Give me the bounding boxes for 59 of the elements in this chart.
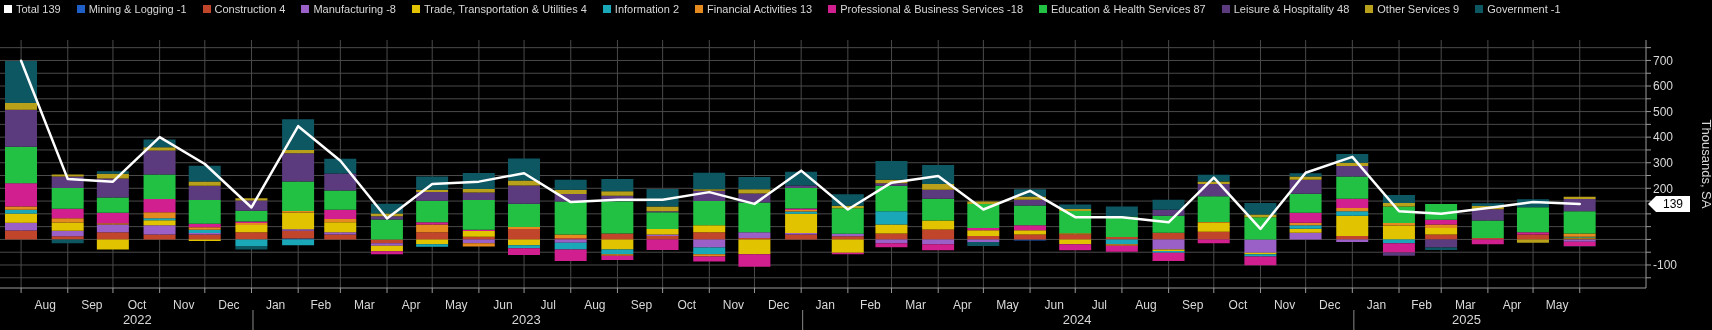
legend-label: Mining & Logging -1 — [88, 2, 187, 16]
x-tick-label: Oct — [677, 297, 697, 312]
y-axis-title: Thousands, SA — [1699, 119, 1712, 209]
x-tick-label: May — [996, 297, 1019, 312]
x-tick-label: Jul — [1091, 297, 1108, 312]
legend-label: Leisure & Hospitality 48 — [1233, 2, 1350, 16]
x-tick-label: Oct — [127, 297, 148, 312]
y-tick-label: 700 — [1653, 53, 1674, 68]
legend-label: Other Services 9 — [1377, 2, 1460, 16]
legend-label: Professional & Business Services -18 — [840, 2, 1024, 16]
legend-label: Construction 4 — [214, 2, 286, 16]
x-tick-label: Mar — [1454, 297, 1476, 312]
x-tick-label: Apr — [401, 297, 421, 312]
y-tick-label: 200 — [1653, 181, 1674, 196]
x-tick-label: Dec — [767, 297, 790, 312]
y-tick-label: 400 — [1653, 130, 1674, 145]
legend-label: Government -1 — [1487, 2, 1561, 16]
x-tick-label: Apr — [1502, 297, 1522, 312]
y-tick-label: 500 — [1653, 104, 1674, 119]
x-tick-label: Aug — [1135, 297, 1157, 312]
legend-label: Information 2 — [614, 2, 680, 16]
x-tick-label: Nov — [1273, 297, 1296, 312]
text: 2024 — [1062, 312, 1092, 327]
x-tick-label: May — [1545, 297, 1569, 312]
x-tick-label: Nov — [722, 297, 745, 312]
text: 139 — [1662, 196, 1684, 211]
x-tick-label: Feb — [1411, 297, 1433, 312]
x-tick-label: Dec — [218, 297, 240, 312]
legend-label: Trade, Transportation & Utilities 4 — [423, 2, 587, 16]
x-tick-label: Jan — [1366, 297, 1387, 312]
x-tick-label: Jul — [540, 297, 556, 312]
x-tick-label: Nov — [173, 297, 195, 312]
text: 2025 — [1452, 312, 1481, 327]
x-tick-label: Jan — [265, 297, 286, 312]
y-tick-label: -100 — [1653, 258, 1678, 273]
x-tick-label: Aug — [584, 297, 606, 312]
y-tick-label: 300 — [1653, 155, 1674, 170]
legend-label: Financial Activities 13 — [707, 2, 813, 16]
x-tick-label: Mar — [905, 297, 926, 312]
x-tick-label: Jan — [815, 297, 835, 312]
text: 2022 — [122, 312, 152, 327]
x-tick-label: Sep — [630, 297, 653, 312]
text: 2023 — [511, 312, 541, 327]
legend-label: Manufacturing -8 — [313, 2, 396, 16]
x-tick-label: Oct — [1228, 297, 1248, 312]
x-tick-label: Aug — [34, 297, 56, 312]
x-tick-label: Jun — [493, 297, 513, 312]
x-tick-label: Mar — [354, 297, 375, 312]
x-tick-label: Sep — [1182, 297, 1204, 312]
legend-label: Total 139 — [16, 2, 61, 16]
x-tick-label: Feb — [860, 297, 882, 312]
x-tick-label: Sep — [81, 297, 103, 312]
x-tick-label: May — [444, 297, 468, 312]
x-tick-label: Dec — [1319, 297, 1341, 312]
y-tick-label: 600 — [1653, 79, 1674, 94]
legend-label: Education & Health Services 87 — [1051, 2, 1206, 16]
x-tick-label: Feb — [310, 297, 332, 312]
x-tick-label: Jun — [1044, 297, 1064, 312]
x-tick-label: Apr — [952, 297, 972, 312]
